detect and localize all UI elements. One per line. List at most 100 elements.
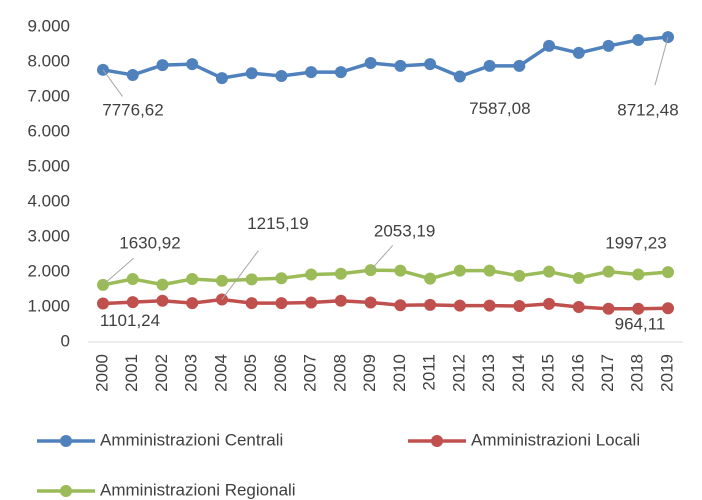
leader-line <box>102 257 134 286</box>
x-tick-label: 2002 <box>152 354 171 392</box>
point <box>513 59 526 72</box>
point <box>424 298 437 311</box>
y-tick-label: 0 <box>61 331 70 350</box>
point <box>97 297 109 310</box>
point <box>662 302 674 315</box>
point <box>364 57 377 70</box>
point <box>334 294 347 307</box>
legend-swatch <box>60 435 72 447</box>
point <box>215 274 228 287</box>
x-tick-label: 2011 <box>420 354 439 391</box>
point <box>334 66 347 79</box>
point <box>394 264 407 277</box>
x-tick-label: 2005 <box>241 354 260 392</box>
point <box>453 264 466 277</box>
point <box>483 59 496 72</box>
y-tick-label: 9.000 <box>27 16 70 35</box>
legend-swatch <box>431 435 443 447</box>
point <box>602 265 615 278</box>
point <box>394 299 407 312</box>
point <box>275 297 288 310</box>
legend-label: Amministrazioni Locali <box>471 430 640 449</box>
point <box>513 269 526 282</box>
point <box>543 265 556 278</box>
point <box>126 296 139 309</box>
point <box>453 70 466 83</box>
y-tick-label: 1.000 <box>27 296 70 315</box>
leader-line <box>370 245 394 271</box>
data-label: 2053,19 <box>374 222 435 241</box>
y-tick-label: 3.000 <box>27 226 70 245</box>
y-tick-label: 4.000 <box>27 191 70 210</box>
data-label: 964,11 <box>615 315 666 334</box>
data-label: 1630,92 <box>119 233 180 252</box>
y-tick-label: 2.000 <box>27 261 70 280</box>
x-tick-label: 2014 <box>509 354 528 392</box>
x-tick-label: 2019 <box>657 354 676 392</box>
point <box>126 273 139 285</box>
point <box>632 302 645 315</box>
point <box>513 299 526 312</box>
point <box>186 273 199 285</box>
point <box>572 301 585 313</box>
point <box>483 264 496 277</box>
point <box>126 68 139 81</box>
x-tick-label: 2008 <box>330 354 349 392</box>
x-tick-label: 2009 <box>360 354 379 392</box>
x-tick-label: 2013 <box>479 354 498 392</box>
point <box>334 267 347 280</box>
point <box>305 268 318 281</box>
x-tick-label: 2017 <box>598 354 617 392</box>
x-tick-label: 2018 <box>628 354 647 392</box>
point <box>156 294 169 307</box>
point <box>483 299 496 312</box>
point <box>275 70 288 82</box>
x-tick-label: 2015 <box>539 354 558 392</box>
data-label: 1101,24 <box>100 311 160 330</box>
point <box>662 266 674 279</box>
point <box>602 302 615 315</box>
point <box>543 39 556 52</box>
point <box>275 272 288 285</box>
x-tick-label: 2001 <box>122 354 141 392</box>
series-line <box>102 35 669 80</box>
point <box>424 272 437 285</box>
point <box>572 271 585 284</box>
point <box>156 59 169 72</box>
data-label: 1215,19 <box>247 214 308 233</box>
point <box>305 66 318 79</box>
point <box>156 278 169 291</box>
data-label: 7587,08 <box>469 99 530 118</box>
y-tick-label: 7.000 <box>27 86 70 105</box>
x-tick-label: 2010 <box>390 354 409 392</box>
point <box>245 297 258 310</box>
x-tick-label: 2012 <box>449 354 468 392</box>
point <box>572 46 585 59</box>
legend-label: Amministrazioni Regionali <box>100 480 296 499</box>
leader-line <box>221 250 259 300</box>
point <box>245 67 258 80</box>
x-tick-label: 2006 <box>271 354 290 392</box>
y-tick-label: 8.000 <box>27 51 70 70</box>
data-label: 7776,62 <box>102 100 163 119</box>
point <box>215 72 228 85</box>
point <box>632 268 645 281</box>
y-tick-label: 5.000 <box>27 156 70 175</box>
point <box>245 273 258 286</box>
point <box>394 59 407 72</box>
point <box>602 39 615 52</box>
y-tick-label: 6.000 <box>27 121 70 140</box>
x-tick-label: 2000 <box>92 354 111 392</box>
x-tick-label: 2016 <box>568 354 587 392</box>
point <box>543 297 556 310</box>
point <box>364 296 377 309</box>
leader-line <box>102 69 123 97</box>
data-label: 8712,48 <box>617 101 678 120</box>
point <box>453 299 466 312</box>
point <box>186 297 199 310</box>
x-tick-label: 2007 <box>301 354 320 392</box>
point <box>305 296 318 309</box>
x-tick-label: 2004 <box>211 354 230 392</box>
legend-label: Amministrazioni Centrali <box>100 430 283 449</box>
